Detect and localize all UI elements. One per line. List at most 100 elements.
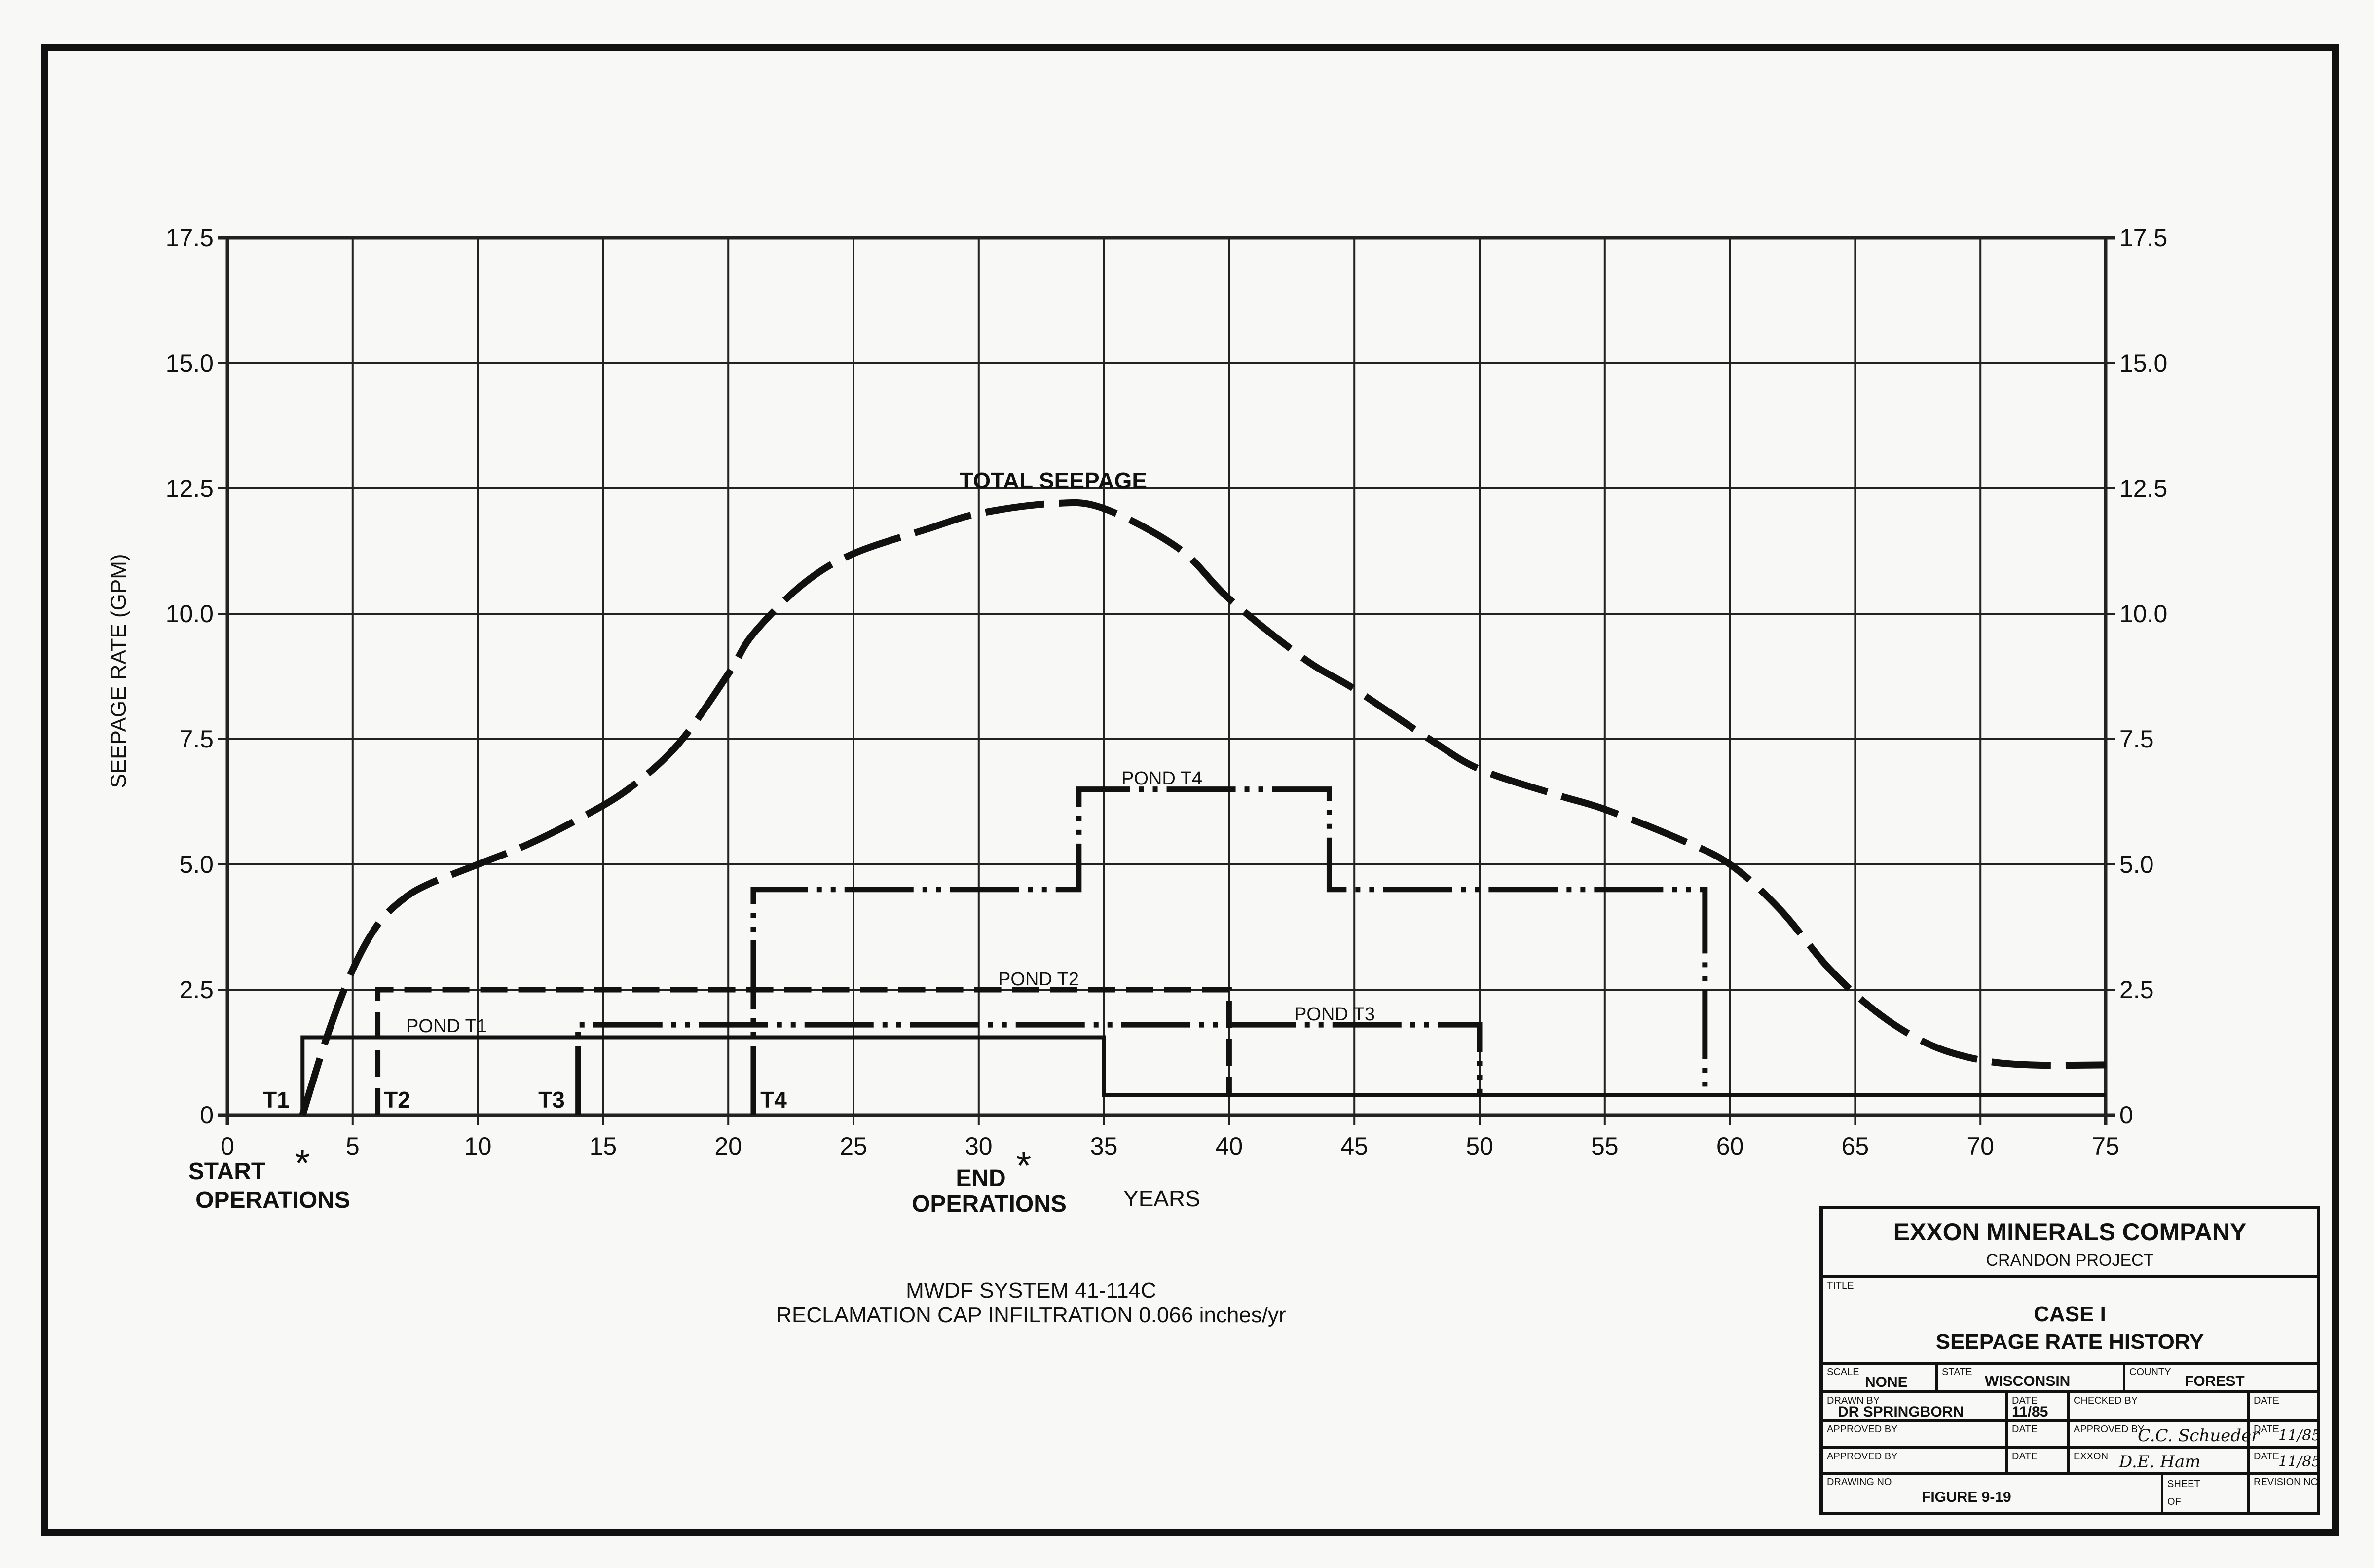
drawing-no-value: FIGURE 9-19 — [1922, 1489, 2011, 1505]
series-pond-t3 — [575, 1022, 1483, 1115]
y-tick-label-right: 15.0 — [2119, 349, 2167, 377]
start-asterisk: * — [295, 1141, 310, 1185]
x-tick-label: 30 — [965, 1132, 993, 1160]
scale-label: SCALE — [1827, 1367, 1859, 1378]
y-tick-label-left: 7.5 — [179, 725, 214, 753]
end-operations-line1: END — [956, 1165, 1005, 1192]
approved-date-label: DATE — [2012, 1424, 2038, 1435]
title-block: EXXON MINERALS COMPANY CRANDON PROJECT T… — [1819, 1206, 2321, 1515]
y-tick-label-right: 17.5 — [2119, 224, 2167, 252]
y-tick-label-right: 12.5 — [2119, 475, 2167, 502]
of-label: OF — [2167, 1496, 2181, 1507]
y-tick-label-left: 15.0 — [166, 349, 214, 377]
y-tick-label-left: 0 — [200, 1101, 214, 1129]
pond-t4-label: POND T4 — [1121, 768, 1202, 789]
drawing-number-row: DRAWING NO FIGURE 9-19 SHEET OF REVISION N… — [1823, 1475, 2319, 1512]
x-tick-label: 65 — [1842, 1132, 1869, 1160]
x-tick-label: 40 — [1216, 1132, 1243, 1160]
x-tick-label: 5 — [346, 1132, 360, 1160]
caption-line2: RECLAMATION CAP INFILTRATION 0.066 inche… — [776, 1303, 1286, 1327]
t3-marker: T3 — [538, 1087, 565, 1113]
approved-by-label: APPROVED BY — [1827, 1424, 1898, 1435]
approved-date-value: 11/85 — [2278, 1427, 2321, 1444]
drawn-date-value: 11/85 — [2012, 1404, 2048, 1420]
drawn-by-label: DRAWN BY — [1827, 1395, 1880, 1406]
series-pond-t2 — [375, 987, 1232, 1115]
drawn-row: DRAWN BY DR SPRINGBORN DATE 11/85 CHECKED … — [1823, 1393, 2317, 1422]
drawn-date-label: DATE — [2012, 1395, 2038, 1406]
x-tick-label: 75 — [2092, 1132, 2119, 1160]
county-value: FOREST — [2185, 1373, 2245, 1389]
series-pond-t4 — [750, 786, 1708, 1115]
drawing-border — [41, 44, 2339, 1536]
t2-marker: T2 — [384, 1087, 410, 1113]
drawing-title-line1: CASE I — [2034, 1302, 2106, 1326]
x-tick-label: 10 — [464, 1132, 492, 1160]
y-tick-label-left: 10.0 — [166, 600, 214, 628]
title-label: TITLE — [1827, 1280, 1854, 1291]
x-tick-label: 60 — [1716, 1132, 1744, 1160]
y-tick-label-left: 2.5 — [179, 976, 214, 1004]
approval-row-1: APPROVED BY DATE APPROVED BY C.C. Schuede… — [1823, 1422, 2321, 1449]
project-name: CRANDON PROJECT — [1986, 1251, 2154, 1269]
exxon-label: EXXON — [2074, 1451, 2109, 1462]
x-tick-label: 15 — [590, 1132, 617, 1160]
t1-marker: T1 — [263, 1087, 290, 1113]
x-tick-label: 20 — [714, 1132, 742, 1160]
y-tick-label-right: 7.5 — [2119, 725, 2154, 753]
y-tick-label-right: 2.5 — [2119, 976, 2154, 1004]
pond-t1-label: POND T1 — [406, 1016, 487, 1037]
exxon-signature: D.E. Ham — [2119, 1452, 2201, 1472]
series-pond-t1 — [300, 1035, 2106, 1115]
county-label: COUNTY — [2129, 1367, 2171, 1378]
total-seepage-label: TOTAL SEEPAGE — [960, 468, 1147, 493]
x-axis-label: YEARS — [1123, 1186, 1200, 1211]
caption-line1: MWDF SYSTEM 41-114C — [906, 1278, 1156, 1303]
state-label: STATE — [1942, 1367, 1972, 1378]
end-asterisk: * — [1016, 1144, 1031, 1188]
company-name: EXXON MINERALS COMPANY — [1893, 1218, 2247, 1246]
x-tick-label: 35 — [1090, 1132, 1118, 1160]
x-tick-label: 55 — [1591, 1132, 1619, 1160]
y-tick-label-right: 5.0 — [2119, 851, 2154, 878]
exxon-date-label: DATE — [2254, 1451, 2279, 1462]
y-tick-label-right: 0 — [2119, 1101, 2133, 1129]
drawing-title-line2: SEEPAGE RATE HISTORY — [1935, 1330, 2204, 1354]
approval-row-2: APPROVED BY DATE EXXON D.E. Ham DATE 11/85 — [1823, 1449, 2321, 1475]
y-tick-label-left: 12.5 — [166, 475, 214, 502]
approved-by-label-3: APPROVED BY — [1827, 1451, 1898, 1462]
start-operations-line1: START — [188, 1158, 265, 1185]
approved-by-label-2: APPROVED BY — [2074, 1424, 2145, 1435]
approved-date-label-3: DATE — [2012, 1451, 2038, 1462]
x-tick-label: 25 — [840, 1132, 867, 1160]
exxon-date-value: 11/85 — [2278, 1453, 2321, 1470]
series-total-seepage — [299, 499, 2106, 1117]
y-tick-label-left: 5.0 — [179, 851, 214, 878]
y-axis-label: SEEPAGE RATE (GPM) — [107, 554, 131, 788]
x-tick-label: 45 — [1340, 1132, 1368, 1160]
x-tick-label: 0 — [221, 1132, 234, 1160]
revision-no-label: REVISION NO — [2254, 1477, 2319, 1488]
end-operations-line2: OPERATIONS — [912, 1191, 1067, 1217]
location-row: SCALE NONE STATE WISCONSIN COUNTY FOREST — [1823, 1365, 2317, 1393]
checked-date-label: DATE — [2254, 1395, 2279, 1406]
state-value: WISCONSIN — [1985, 1373, 2071, 1389]
approver-signature: C.C. Schueder — [2138, 1426, 2260, 1446]
t4-marker: T4 — [760, 1087, 787, 1113]
drawn-by-value: DR SPRINGBORN — [1838, 1404, 1964, 1420]
checked-by-label: CHECKED BY — [2074, 1395, 2138, 1406]
y-tick-label-right: 10.0 — [2119, 600, 2167, 628]
x-tick-label: 50 — [1466, 1132, 1493, 1160]
pond-t2-label: POND T2 — [998, 969, 1079, 990]
pond-t3-label: POND T3 — [1294, 1004, 1375, 1025]
x-tick-label: 70 — [1966, 1132, 1994, 1160]
sheet-label: SHEET — [2167, 1479, 2200, 1490]
approved-date-label-2: DATE — [2254, 1424, 2279, 1435]
start-operations-line2: OPERATIONS — [195, 1187, 350, 1213]
y-tick-label-left: 17.5 — [166, 224, 214, 252]
title-row: TITLE CASE I SEEPAGE RATE HISTORY — [1823, 1278, 2317, 1365]
company-row: EXXON MINERALS COMPANY CRANDON PROJECT — [1823, 1209, 2317, 1278]
scale-value: NONE — [1865, 1374, 1908, 1390]
